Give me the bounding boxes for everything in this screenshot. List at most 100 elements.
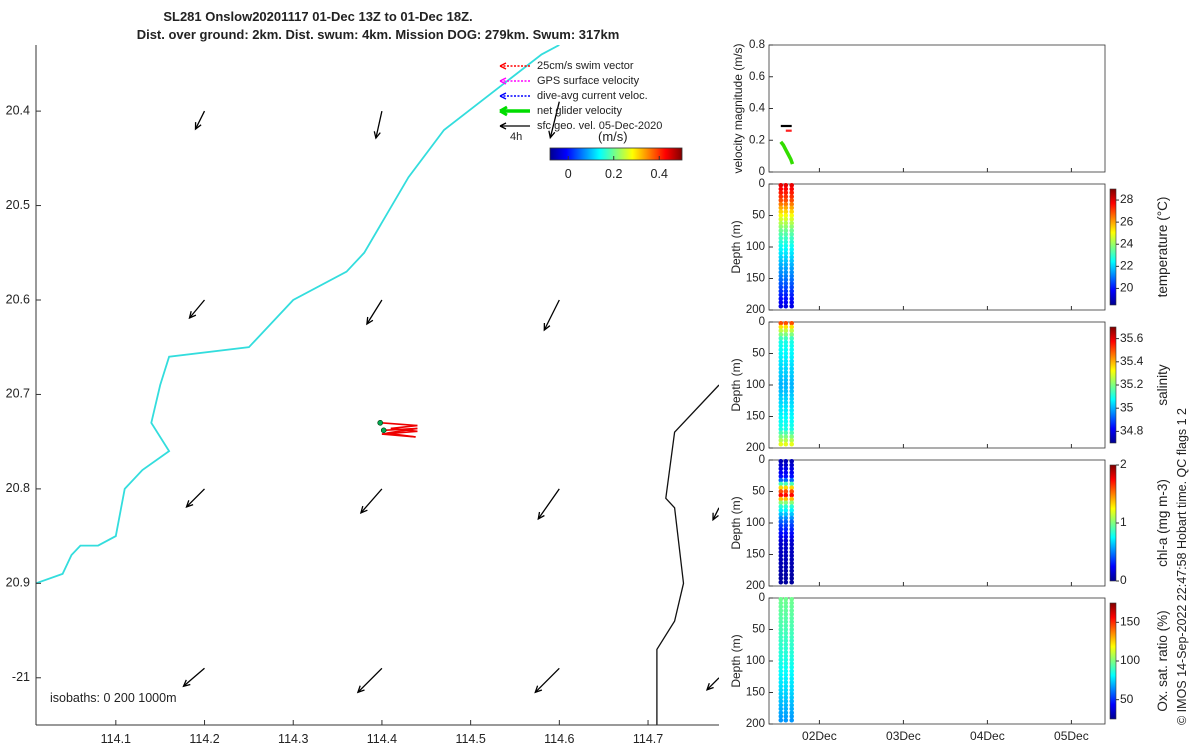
profile-dot (778, 224, 784, 230)
profile-dot (778, 426, 784, 432)
profile-dots (778, 183, 794, 309)
profile-dot (789, 600, 794, 606)
y-tick-label: 100 (746, 241, 765, 253)
profile-dot (778, 381, 784, 387)
colorbar-tick-label: 28 (1120, 192, 1134, 206)
profile-dot (789, 489, 794, 494)
profile-dot (783, 239, 789, 245)
profile-dot (783, 430, 789, 436)
x-tick-label: 114.2 (189, 732, 219, 746)
colorbar-label: Ox. sat. ratio (%) (1155, 610, 1170, 711)
profile-dot (783, 699, 789, 704)
profile-dot (789, 343, 794, 349)
profile-dot (783, 441, 789, 447)
profile-dot (789, 680, 794, 685)
profile-dot (778, 303, 784, 309)
profile-dot (789, 404, 794, 409)
profile-colorbar (1109, 326, 1117, 444)
profile-dot (783, 251, 789, 256)
profile-dot (789, 377, 794, 383)
profile-dot (789, 438, 794, 443)
profile-dot (783, 474, 789, 479)
profile-dot (778, 239, 784, 245)
profile-dot (783, 627, 789, 632)
profile-dot (789, 220, 794, 226)
profile-dot (789, 542, 794, 547)
profile-dot (778, 668, 784, 674)
profile-dot (778, 332, 784, 337)
profile-dot (778, 474, 784, 479)
profile-dot (778, 217, 784, 222)
profile-dot (778, 300, 784, 305)
profile-dot (783, 266, 789, 271)
title-line-2: Dist. over ground: 2km. Dist. swum: 4km.… (137, 27, 620, 42)
x-tick-label: 114.7 (633, 732, 663, 746)
profile-dot (789, 597, 794, 602)
panel-frame (768, 183, 1106, 311)
profile-dot (778, 680, 784, 685)
profile-dot (778, 504, 784, 509)
profile-dot (778, 366, 784, 371)
svg-text:dive-avg current veloc.: dive-avg current veloc. (537, 90, 648, 102)
profile-dot (783, 649, 789, 655)
profile-dot (789, 415, 794, 421)
profile-colorbar (1109, 188, 1117, 306)
profile-dot (778, 553, 784, 559)
profile-dot (778, 646, 784, 651)
legend-net-glider-velocity: net glider velocity (499, 105, 622, 117)
swim-vector-segment (390, 424, 418, 430)
profile-dot (783, 426, 789, 432)
profile-dot (778, 186, 784, 192)
profile-dot (789, 339, 794, 345)
profile-dot (778, 407, 784, 413)
legend-time-window: 4h (510, 131, 522, 143)
profile-dot (783, 493, 789, 498)
y-tick-label: 20.9 (6, 576, 30, 590)
profile-dot (783, 243, 789, 248)
profile-dot (789, 186, 794, 192)
colorbar-label: salinity (1155, 364, 1170, 406)
profile-dot (789, 324, 794, 330)
panel-frame (768, 44, 1106, 173)
profile-dot (778, 324, 784, 330)
x-tick-label: 114.1 (101, 732, 131, 746)
colorbar-tick-label: 35 (1120, 400, 1134, 414)
colorbar-unit: (m/s) (598, 129, 628, 144)
profile-dot (789, 224, 794, 230)
profile-dot (789, 638, 794, 644)
colorbar-tick-label: 35.6 (1120, 331, 1144, 345)
colorbar-tick-label: 0 (1120, 573, 1127, 587)
y-tick-label: -21 (12, 670, 30, 684)
profile-dot (789, 389, 794, 394)
profile-dot (789, 619, 794, 625)
profile-dot (789, 691, 794, 697)
geo-velocity-arrow (194, 110, 206, 131)
profile-dot (783, 523, 789, 528)
svg-text:25cm/s swim vector: 25cm/s swim vector (537, 60, 634, 72)
track-start-marker (377, 419, 384, 426)
profile-dot (789, 631, 794, 636)
profile-dot (778, 481, 784, 487)
profile-dot (783, 572, 789, 577)
profile-dot (783, 657, 789, 662)
profile-dot (789, 668, 794, 674)
profile-dot (783, 477, 789, 483)
profile-dot (778, 396, 784, 402)
profile-dot (783, 190, 789, 196)
profile-dot (778, 579, 784, 585)
y-tick-label: 20.7 (6, 387, 30, 401)
profile-dot (783, 542, 789, 547)
profile-dot (789, 362, 794, 368)
profile-dot (783, 619, 789, 625)
arrow-head (712, 512, 719, 522)
profile-dot (789, 634, 794, 640)
profile-dot (783, 254, 789, 260)
profile-dot (789, 258, 794, 264)
profile-dot (789, 538, 794, 543)
profile-dot (778, 343, 784, 349)
colorbar-tick-label: 24 (1120, 236, 1134, 250)
profile-dot (789, 392, 794, 398)
profile-dot (778, 493, 784, 498)
profile-panel: 0 50 100 150 200 Depth (m) 20 22 24 26 28 temperatu… (729, 178, 1170, 316)
profile-dot (783, 186, 789, 192)
